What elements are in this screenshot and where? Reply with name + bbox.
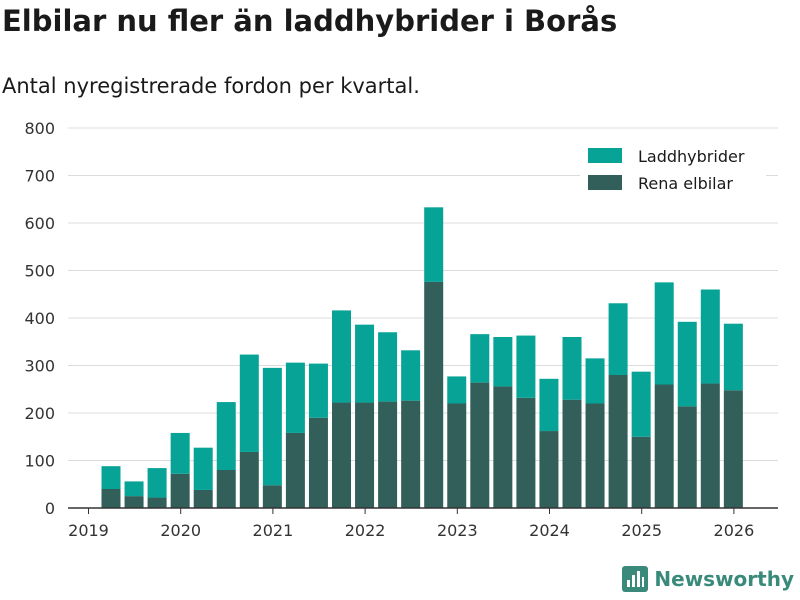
bar-laddhybrider bbox=[332, 310, 351, 403]
legend-swatch-rena-elbilar bbox=[588, 175, 622, 190]
x-axis: 2019 2020 2021 2022 2023 2024 2025 2026 bbox=[68, 507, 778, 540]
bar-rena-elbilar bbox=[608, 375, 628, 508]
bar-rena-elbilar bbox=[585, 403, 605, 508]
bar-rena-elbilar bbox=[470, 382, 490, 508]
bar-rena-elbilar bbox=[216, 470, 236, 508]
chart-title: Elbilar nu fler än laddhybrider i Borås bbox=[2, 4, 618, 38]
bar-laddhybrider bbox=[262, 367, 282, 486]
bar-laddhybrider bbox=[216, 402, 236, 470]
bar-laddhybrider bbox=[700, 289, 720, 384]
bar-rena-elbilar bbox=[285, 432, 305, 508]
bar-laddhybrider bbox=[170, 432, 190, 474]
brand-name: Newsworthy bbox=[654, 567, 794, 591]
bar-laddhybrider bbox=[631, 371, 651, 437]
x-tick-label: 2020 bbox=[160, 521, 201, 540]
bar-laddhybrider bbox=[562, 337, 582, 400]
bar-laddhybrider bbox=[401, 350, 421, 401]
bar-laddhybrider bbox=[424, 207, 444, 282]
y-tick-label: 300 bbox=[24, 357, 55, 376]
bar-rena-elbilar bbox=[677, 406, 697, 508]
bar-rena-elbilar bbox=[147, 497, 167, 508]
bar-rena-elbilar bbox=[170, 473, 190, 508]
x-tick-label: 2022 bbox=[345, 521, 386, 540]
bar-rena-elbilar bbox=[723, 390, 743, 508]
y-tick-label: 700 bbox=[24, 167, 55, 186]
bar-laddhybrider bbox=[585, 358, 605, 404]
legend-swatch-laddhybrider bbox=[588, 148, 622, 163]
y-axis: 0 100 200 300 400 500 600 700 800 bbox=[24, 119, 55, 518]
y-tick-label: 800 bbox=[24, 119, 55, 138]
chart-subtitle: Antal nyregistrerade fordon per kvartal. bbox=[2, 74, 420, 98]
x-tick-label: 2024 bbox=[529, 521, 570, 540]
y-tick-label: 200 bbox=[24, 404, 55, 423]
bar-rena-elbilar bbox=[562, 399, 582, 508]
bar-rena-elbilar bbox=[493, 386, 513, 508]
y-tick-label: 0 bbox=[45, 499, 55, 518]
x-tick-label: 2023 bbox=[437, 521, 478, 540]
bar-rena-elbilar bbox=[654, 384, 674, 508]
bar-rena-elbilar bbox=[355, 402, 375, 508]
bar-rena-elbilar bbox=[539, 431, 559, 508]
bar-rena-elbilar bbox=[378, 401, 398, 508]
bar-chart-logo-icon bbox=[622, 566, 649, 592]
bar-laddhybrider bbox=[124, 481, 144, 497]
legend-label-laddhybrider: Laddhybrider bbox=[638, 147, 745, 166]
bar-laddhybrider bbox=[493, 337, 513, 387]
bar-rena-elbilar bbox=[516, 397, 536, 508]
y-tick-label: 100 bbox=[24, 452, 55, 471]
bar-laddhybrider bbox=[539, 378, 559, 432]
bar-rena-elbilar bbox=[424, 281, 444, 508]
brand-logo: Newsworthy bbox=[622, 566, 794, 592]
bar-laddhybrider bbox=[470, 334, 490, 383]
bar-laddhybrider bbox=[677, 321, 697, 407]
bar-rena-elbilar bbox=[262, 485, 282, 508]
bar-rena-elbilar bbox=[332, 402, 351, 508]
bar-laddhybrider bbox=[285, 362, 305, 433]
legend: Laddhybrider Rena elbilar bbox=[580, 136, 766, 200]
bar-laddhybrider bbox=[378, 332, 398, 402]
bar-rena-elbilar bbox=[101, 489, 121, 508]
legend-label-rena-elbilar: Rena elbilar bbox=[638, 174, 733, 193]
bar-laddhybrider bbox=[355, 324, 375, 403]
x-tick-label: 2025 bbox=[621, 521, 662, 540]
bar-laddhybrider bbox=[447, 376, 467, 404]
x-tick-label: 2019 bbox=[68, 521, 109, 540]
bar-rena-elbilar bbox=[308, 417, 328, 508]
bar-laddhybrider bbox=[723, 323, 743, 391]
bar-rena-elbilar bbox=[124, 496, 144, 508]
bar-rena-elbilar bbox=[401, 400, 421, 508]
bars bbox=[101, 207, 743, 508]
y-tick-label: 600 bbox=[24, 214, 55, 233]
bar-laddhybrider bbox=[239, 354, 259, 452]
bar-rena-elbilar bbox=[193, 489, 213, 508]
bar-rena-elbilar bbox=[239, 451, 259, 508]
bar-laddhybrider bbox=[101, 466, 121, 489]
bar-rena-elbilar bbox=[447, 403, 467, 508]
bar-rena-elbilar bbox=[700, 383, 720, 508]
bar-laddhybrider bbox=[193, 447, 213, 490]
bar-laddhybrider bbox=[516, 335, 536, 398]
bar-rena-elbilar bbox=[631, 436, 651, 508]
bar-laddhybrider bbox=[654, 282, 674, 385]
bar-laddhybrider bbox=[308, 363, 328, 418]
x-tick-label: 2026 bbox=[714, 521, 755, 540]
x-tick-label: 2021 bbox=[253, 521, 294, 540]
y-tick-label: 400 bbox=[24, 309, 55, 328]
bar-laddhybrider bbox=[608, 303, 628, 375]
bar-laddhybrider bbox=[147, 468, 167, 498]
y-tick-label: 500 bbox=[24, 262, 55, 281]
